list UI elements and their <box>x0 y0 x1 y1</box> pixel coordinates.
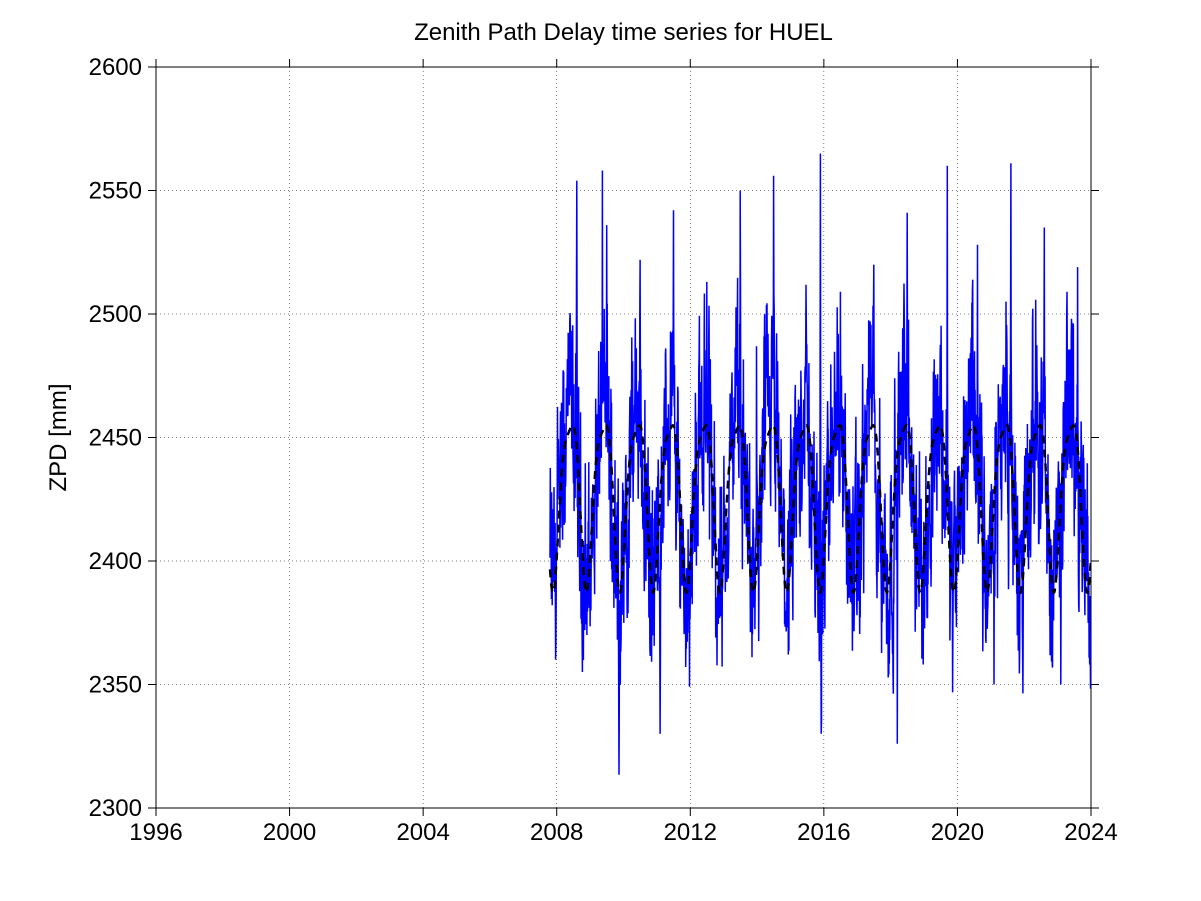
x-tick-label: 2004 <box>396 819 449 846</box>
x-tick-label: 2016 <box>797 819 850 846</box>
y-axis-label: ZPD [mm] <box>45 384 72 492</box>
y-tick-label: 2450 <box>89 425 142 452</box>
y-tick-label: 2600 <box>89 54 142 81</box>
y-tick-label: 2350 <box>89 672 142 699</box>
chart-title: Zenith Path Delay time series for HUEL <box>414 19 833 46</box>
y-tick-label: 2500 <box>89 301 142 328</box>
y-tick-label: 2400 <box>89 548 142 575</box>
x-tick-label: 2000 <box>263 819 316 846</box>
x-tick-label: 2024 <box>1064 819 1117 846</box>
y-tick-label: 2550 <box>89 178 142 205</box>
y-tick-label: 2300 <box>89 795 142 822</box>
x-tick-label: 2020 <box>931 819 984 846</box>
chart-svg: 1996 2000 2004 2008 2012 2016 2020 2024 2300 2350… <box>0 0 1201 901</box>
x-tick-label: 1996 <box>129 819 182 846</box>
x-tick-label: 2012 <box>664 819 717 846</box>
chart-container: 1996 2000 2004 2008 2012 2016 2020 2024 2300 2350… <box>0 0 1201 901</box>
x-tick-label: 2008 <box>530 819 583 846</box>
